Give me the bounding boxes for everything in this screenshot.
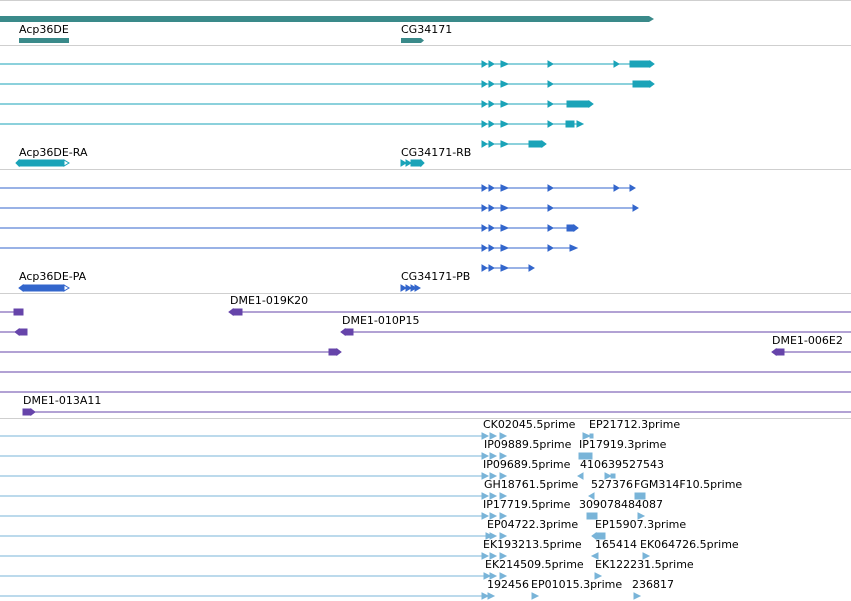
transcript-feature-cg34171-rb[interactable]	[400, 158, 425, 168]
polypeptide-row[interactable]	[0, 224, 579, 232]
transcript-label-acp36de-ra[interactable]: Acp36DE-RA	[19, 146, 88, 159]
gene-arrow-icon	[421, 38, 424, 43]
bac-track	[0, 308, 851, 416]
est-label[interactable]: EP15907.3prime	[595, 518, 687, 531]
gene-track	[0, 16, 654, 43]
protein-track	[0, 184, 639, 292]
est-track	[0, 432, 651, 600]
est-label[interactable]: IP17919.3prime	[579, 438, 667, 451]
est-label[interactable]: EK122231.5prime	[595, 558, 694, 571]
est-label[interactable]: 236817	[632, 578, 674, 591]
bac-label[interactable]: DME1-019K20	[230, 294, 309, 307]
polypeptide-row[interactable]	[0, 184, 636, 192]
bac-clone-row[interactable]	[0, 348, 851, 356]
transcript-feature-acp36de-ra[interactable]	[15, 158, 70, 168]
est-label[interactable]: EK193213.5prime	[483, 538, 582, 551]
transcript-row[interactable]	[481, 140, 547, 148]
gene-label-acp36de[interactable]: Acp36DE	[19, 23, 69, 36]
bac-clone-row[interactable]	[22, 408, 851, 416]
track-separators	[0, 0, 851, 419]
est-label[interactable]: 192456	[487, 578, 529, 591]
transcript-row[interactable]	[0, 60, 655, 68]
bac-label[interactable]: DME1-013A11	[23, 394, 102, 407]
est-label[interactable]: IP09689.5prime	[483, 458, 571, 471]
est-label[interactable]: GH18761.5prime	[484, 478, 579, 491]
est-label[interactable]: EK214509.5prime	[485, 558, 584, 571]
bac-label[interactable]: DME1-006E2	[772, 334, 843, 347]
polypeptide-row[interactable]	[481, 264, 535, 272]
est-label[interactable]: FGM314F10.5prime	[634, 478, 743, 491]
gene-label-cg34171[interactable]: CG34171	[401, 23, 453, 36]
est-label[interactable]: 165414	[595, 538, 637, 551]
gene-feature-cg34171[interactable]	[401, 38, 421, 43]
polypeptide-label-acp36de-pa[interactable]: Acp36DE-PA	[19, 270, 87, 283]
transcript-label-cg34171-rb[interactable]: CG34171-RB	[401, 146, 472, 159]
est-label[interactable]: 410639527543	[580, 458, 664, 471]
est-label[interactable]: EP01015.3prime	[531, 578, 623, 591]
est-label[interactable]: IP09889.5prime	[484, 438, 572, 451]
gene-feature-acp36de[interactable]	[19, 38, 69, 43]
transcript-row[interactable]	[0, 80, 655, 88]
bac-clone-row[interactable]	[0, 328, 851, 336]
polypeptide-row[interactable]	[0, 204, 639, 212]
polypeptide-feature-cg34171-pb[interactable]	[400, 284, 421, 292]
polypeptide-row[interactable]	[0, 244, 579, 252]
polypeptide-label-cg34171-pb[interactable]: CG34171-PB	[401, 270, 471, 283]
est-label[interactable]: CK02045.5prime	[483, 418, 576, 431]
est-label[interactable]: 309078484087	[579, 498, 663, 511]
gene-span-bar[interactable]	[0, 16, 649, 22]
est-label[interactable]: IP17719.5prime	[483, 498, 571, 511]
est-label[interactable]: 527376	[591, 478, 633, 491]
mrna-track	[0, 60, 655, 168]
est-label[interactable]: EP21712.3prime	[589, 418, 681, 431]
bac-label[interactable]: DME1-010P15	[342, 314, 420, 327]
transcript-row[interactable]	[0, 100, 594, 108]
transcript-row[interactable]	[0, 120, 585, 128]
est-label[interactable]: EP04722.3prime	[487, 518, 579, 531]
est-label[interactable]: EK064726.5prime	[640, 538, 739, 551]
bac-clone-row[interactable]	[0, 308, 851, 316]
gene-strand-arrow-icon	[649, 16, 654, 22]
polypeptide-feature-acp36de-pa[interactable]	[18, 284, 70, 292]
